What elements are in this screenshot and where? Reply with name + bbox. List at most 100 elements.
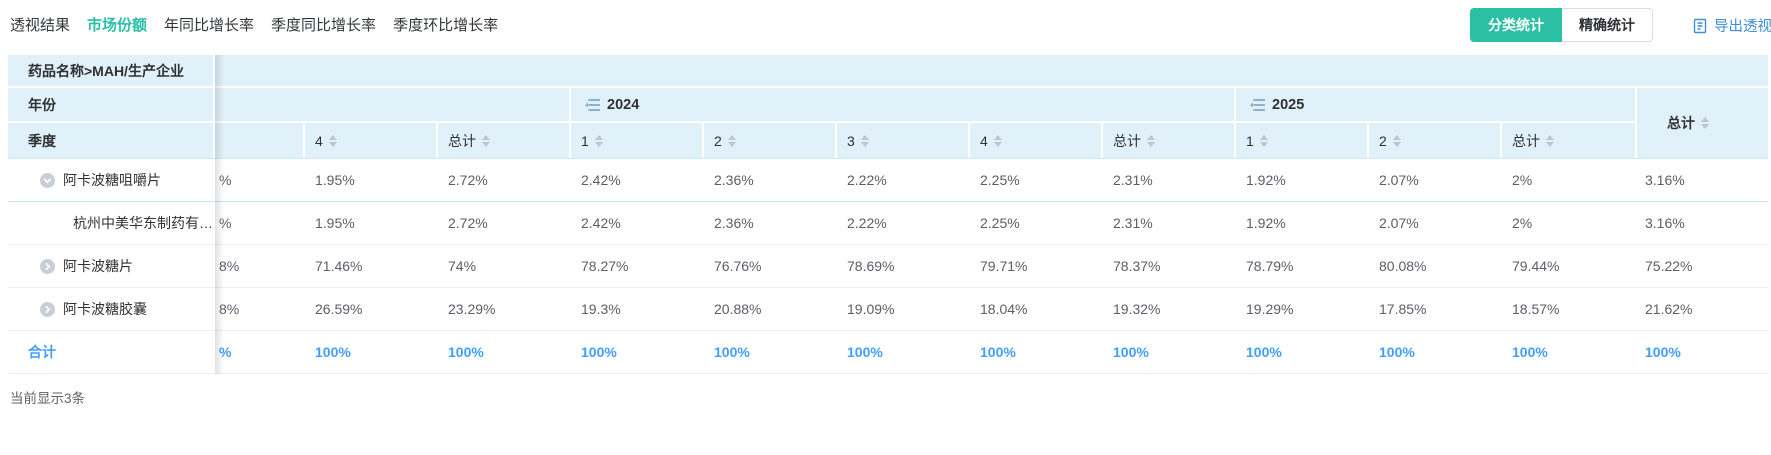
value-cell: 2.07% <box>1379 215 1419 231</box>
value-cell: 78.69% <box>847 258 895 274</box>
quarter-header-label: 4 <box>315 132 323 149</box>
quarter-row-label: 季度 <box>28 132 56 149</box>
total-value-cell: 100% <box>315 344 351 360</box>
collapse-row-icon[interactable] <box>40 172 55 188</box>
value-cell: 79.44% <box>1512 258 1560 274</box>
quarter-header-sort[interactable]: 总计 <box>1103 123 1236 158</box>
tab-pivot-result[interactable]: 透视结果 <box>10 16 71 34</box>
grand-total-label: 总计 <box>1667 115 1695 131</box>
value-cell: 2.31% <box>1113 215 1153 231</box>
quarter-header-sort[interactable]: 2 <box>704 123 837 158</box>
quarter-header-label: 4 <box>980 132 988 149</box>
quarter-header-sort[interactable]: 4 <box>305 123 438 158</box>
quarter-header-label: 3 <box>847 132 855 149</box>
value-cell: 76.76% <box>714 258 762 274</box>
header-columns: 2024 2025 4 总计 <box>215 88 1635 158</box>
row-labels-column: 年份 季度 <box>8 88 215 158</box>
quarter-header-sort[interactable]: 3 <box>837 123 970 158</box>
total-row: 合计 % 100% 100% 100% 100% 100% 100% 100% … <box>8 331 1768 374</box>
quarter-header-label: 2 <box>1379 132 1387 149</box>
value-cell: 17.85% <box>1379 301 1427 317</box>
value-cell: 2.07% <box>1379 172 1419 188</box>
value-cell: 2.72% <box>448 215 488 231</box>
sort-carets-icon[interactable] <box>328 134 337 147</box>
sort-carets-icon[interactable] <box>1259 134 1268 147</box>
value-cell: 1.95% <box>315 172 355 188</box>
value-cell: 2% <box>1512 172 1533 188</box>
value-cell: 2.36% <box>714 215 754 231</box>
collapse-columns-icon[interactable] <box>1250 98 1265 111</box>
tab-quarter-yoy-growth[interactable]: 季度同比增长率 <box>271 16 377 34</box>
grand-total-header-sort[interactable]: 总计 <box>1635 88 1768 158</box>
quarter-header-label: 1 <box>581 132 589 149</box>
expand-row-icon[interactable] <box>40 258 55 274</box>
quarter-header-sort[interactable]: 1 <box>571 123 704 158</box>
expand-row-icon[interactable] <box>40 301 55 317</box>
total-value-cell: 100% <box>847 344 883 360</box>
quarter-header-label: 总计 <box>448 132 476 149</box>
value-cell: 79.71% <box>980 258 1028 274</box>
classified-stat-button[interactable]: 分类统计 <box>1470 8 1562 42</box>
quarter-header-sort[interactable]: 4 <box>970 123 1103 158</box>
tab-market-share[interactable]: 市场份额 <box>87 16 148 34</box>
value-cell-clipped: % <box>219 172 232 188</box>
sort-carets-icon[interactable] <box>594 134 603 147</box>
total-value-cell: 100% <box>448 344 484 360</box>
tab-quarter-qoq-growth[interactable]: 季度环比增长率 <box>393 16 499 34</box>
year-group-2025[interactable]: 2025 <box>1236 88 1635 121</box>
drug-name: 阿卡波糖咀嚼片 <box>63 172 161 188</box>
total-value-cell: 100% <box>714 344 750 360</box>
total-value-cell: 100% <box>1512 344 1548 360</box>
value-cell: 26.59% <box>315 301 363 317</box>
corner-header-filler <box>215 55 1768 86</box>
export-pivot-link[interactable]: 导出透视表 <box>1692 15 1771 36</box>
value-cell: 2.42% <box>581 172 621 188</box>
value-cell-clipped: 8% <box>219 301 240 317</box>
value-cell: 1.92% <box>1246 215 1286 231</box>
quarter-header-sort[interactable]: 总计 <box>438 123 571 158</box>
sort-carets-icon[interactable] <box>1147 134 1155 147</box>
sort-carets-icon[interactable] <box>1701 117 1709 129</box>
quarter-header-hidden <box>215 123 305 158</box>
row-count-text: 当前显示3条 <box>10 391 86 406</box>
drug-name-cell: 阿卡波糖片 <box>8 245 215 287</box>
year-group-2024[interactable]: 2024 <box>571 88 1236 121</box>
year-label: 2025 <box>1272 96 1305 113</box>
manufacturer-name-cell: 杭州中美华东制药有… <box>8 202 215 244</box>
quarter-header-label: 2 <box>714 132 722 149</box>
export-icon <box>1693 18 1707 33</box>
total-value-cell: 100% <box>581 344 617 360</box>
quarter-header-label: 1 <box>1246 132 1254 149</box>
sort-carets-icon[interactable] <box>1392 134 1401 147</box>
year-row-label: 年份 <box>8 88 213 123</box>
sort-carets-icon[interactable] <box>993 134 1002 147</box>
value-cell: 2.42% <box>581 215 621 231</box>
value-cell-clipped: % <box>219 344 232 360</box>
collapse-columns-icon[interactable] <box>585 98 600 111</box>
quarter-header-sort[interactable]: 2 <box>1369 123 1502 158</box>
quarter-header-sort[interactable]: 总计 <box>1502 123 1635 158</box>
quarter-header-sort[interactable]: 1 <box>1236 123 1369 158</box>
value-cell: 71.46% <box>315 258 363 274</box>
precise-stat-button[interactable]: 精确统计 <box>1562 8 1653 42</box>
export-label: 导出透视表 <box>1714 19 1771 35</box>
table-row: 杭州中美华东制药有… % 1.95% 2.72% 2.42% 2.36% 2.2… <box>8 202 1768 245</box>
value-cell: 2.25% <box>980 215 1020 231</box>
quarter-header-row: 4 总计 1 2 3 4 总计 1 2 总计 <box>215 123 1635 158</box>
manufacturer-name: 杭州中美华东制药有… <box>73 215 213 231</box>
value-cell: 2.22% <box>847 215 887 231</box>
value-cell: 2% <box>1512 215 1533 231</box>
value-cell-clipped: 8% <box>219 258 240 274</box>
sort-carets-icon[interactable] <box>482 134 490 147</box>
row-total-cell: 3.16% <box>1645 215 1685 231</box>
tab-yoy-growth[interactable]: 年同比增长率 <box>164 16 255 34</box>
value-cell: 19.09% <box>847 301 895 317</box>
sort-carets-icon[interactable] <box>860 134 869 147</box>
sort-carets-icon[interactable] <box>727 134 736 147</box>
row-total-cell: 75.22% <box>1645 258 1693 274</box>
year-group-row: 2024 2025 <box>215 88 1635 123</box>
sort-carets-icon[interactable] <box>1546 134 1554 147</box>
grand-total-value-cell: 100% <box>1645 344 1681 360</box>
value-cell-clipped: % <box>219 215 232 231</box>
value-cell: 2.72% <box>448 172 488 188</box>
